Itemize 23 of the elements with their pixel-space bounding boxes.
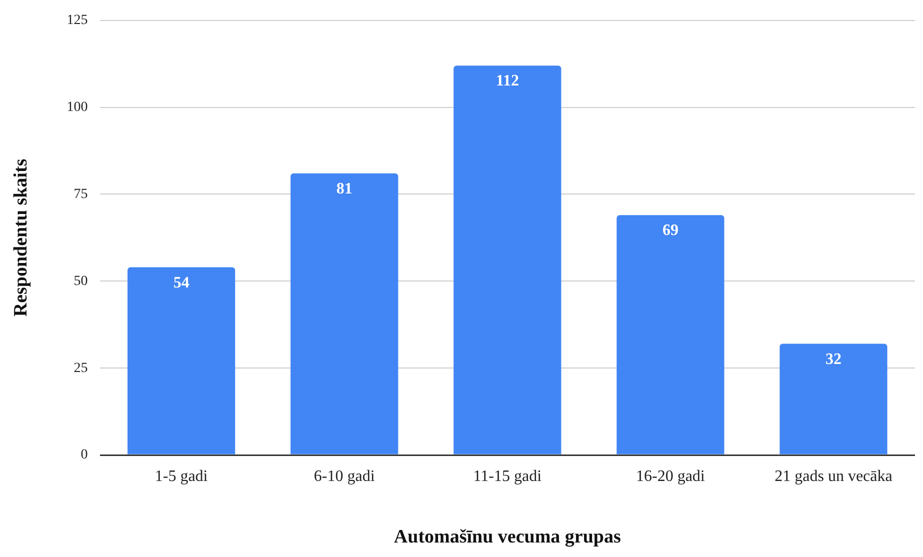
x-tick-label: 1-5 gadi — [154, 468, 208, 485]
y-tick-label: 25 — [74, 360, 88, 376]
data-label: 81 — [336, 180, 352, 198]
x-tick-label: 11-15 gadi — [473, 468, 542, 485]
data-label: 112 — [496, 72, 519, 90]
data-label: 54 — [173, 274, 190, 292]
y-tick-label: 0 — [80, 448, 88, 463]
bar — [290, 173, 398, 454]
y-tick-label: 125 — [66, 13, 88, 28]
bar — [128, 267, 236, 454]
x-tick-label: 21 gads un vecāka — [774, 468, 892, 485]
x-tick-label: 6-10 gadi — [314, 468, 376, 485]
bar — [454, 66, 562, 454]
data-label: 32 — [825, 350, 842, 368]
bar — [616, 215, 724, 454]
x-axis-title: Automašīnu vecuma grupas — [394, 526, 621, 548]
data-label: 69 — [662, 222, 678, 240]
y-tick-label: 75 — [74, 186, 88, 202]
y-tick-label: 50 — [74, 274, 88, 289]
bar — [780, 344, 888, 454]
y-tick-label: 100 — [66, 100, 88, 115]
x-tick-label: 16-20 gadi — [636, 468, 706, 485]
y-axis-title: Respondentu skaits — [10, 158, 32, 317]
